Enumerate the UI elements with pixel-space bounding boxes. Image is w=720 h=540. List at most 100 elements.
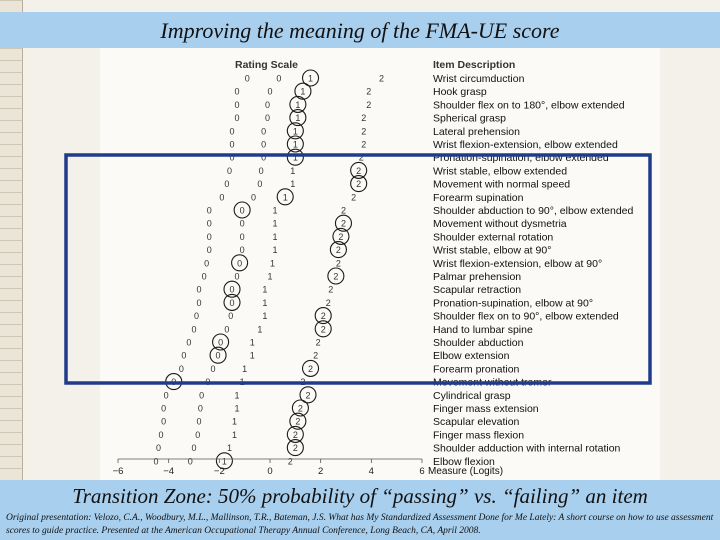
rating-point: 1 bbox=[257, 324, 262, 334]
rating-point: 1 bbox=[293, 153, 298, 163]
item-row: Wrist stable, elbow at 90° 0 0 1 2 bbox=[207, 241, 551, 259]
item-label: Hook grasp bbox=[433, 86, 487, 98]
rating-point: 0 bbox=[259, 166, 264, 176]
rating-point: 0 bbox=[240, 219, 245, 229]
rating-point: 0 bbox=[191, 324, 196, 334]
item-row: Elbow flexion 0 0 1 2 bbox=[153, 452, 495, 470]
rating-point: 0 bbox=[186, 338, 191, 348]
rating-point: 1 bbox=[235, 390, 240, 400]
observed-rating-circle bbox=[334, 214, 353, 232]
item-label: Finger mass extension bbox=[433, 403, 539, 415]
x-tick-label: −6 bbox=[113, 466, 124, 477]
item-label: Pronation-supination, elbow at 90° bbox=[433, 297, 593, 309]
observed-rating-circle bbox=[350, 161, 368, 179]
rating-point: 2 bbox=[359, 153, 364, 163]
item-label: Movement without dysmetria bbox=[433, 218, 567, 230]
item-row: Shoulder flex on to 180°, elbow extended… bbox=[235, 95, 625, 113]
rating-point: 0 bbox=[261, 153, 266, 163]
x-tick-label: 6 bbox=[419, 466, 424, 477]
observed-rating-circle bbox=[329, 241, 347, 259]
rating-point: 0 bbox=[229, 126, 234, 136]
rating-point: 2 bbox=[336, 245, 341, 255]
item-row: Elbow extension 0 0 1 2 bbox=[181, 346, 510, 364]
rating-point: 0 bbox=[237, 258, 242, 268]
transition-zone-box bbox=[64, 153, 652, 385]
rating-point: 1 bbox=[232, 430, 237, 440]
item-label: Wrist flexion-extension, elbow extended bbox=[433, 139, 618, 151]
rating-point: 2 bbox=[356, 179, 361, 189]
item-row: Scapular elevation 0 0 1 2 bbox=[161, 412, 520, 430]
rating-point: 0 bbox=[197, 417, 202, 427]
observed-rating-circle bbox=[327, 267, 345, 285]
rating-point: 2 bbox=[328, 285, 333, 295]
rating-point: 0 bbox=[204, 258, 209, 268]
rating-point: 0 bbox=[229, 140, 234, 150]
rating-point: 0 bbox=[197, 285, 202, 295]
rating-point: 1 bbox=[273, 219, 278, 229]
rating-point: 2 bbox=[298, 404, 303, 414]
rating-point: 1 bbox=[293, 126, 298, 136]
rating-point: 2 bbox=[366, 87, 371, 97]
rating-point: 0 bbox=[235, 272, 240, 282]
rating-point: 2 bbox=[308, 364, 313, 374]
chart-panel bbox=[100, 48, 660, 480]
rating-point: 2 bbox=[336, 258, 341, 268]
observed-rating-circle bbox=[233, 201, 251, 219]
rating-point: 0 bbox=[229, 285, 234, 295]
rating-point: 1 bbox=[290, 179, 295, 189]
rating-point: 2 bbox=[333, 272, 338, 282]
item-row: Finger mass extension 0 0 1 2 bbox=[161, 399, 539, 417]
item-label: Elbow flexion bbox=[433, 456, 495, 468]
item-label: Spherical grasp bbox=[433, 113, 506, 125]
rating-point: 1 bbox=[267, 272, 272, 282]
item-row: Movement without dysmetria 0 0 1 2 bbox=[207, 214, 567, 232]
rating-point: 0 bbox=[159, 430, 164, 440]
rating-point: 0 bbox=[218, 338, 223, 348]
rating-point: 1 bbox=[293, 140, 298, 150]
rating-point: 2 bbox=[379, 74, 384, 84]
item-row: Shoulder abduction 0 0 1 2 bbox=[186, 333, 524, 351]
rating-point: 1 bbox=[273, 245, 278, 255]
rating-point: 1 bbox=[227, 443, 232, 453]
rating-point: 0 bbox=[224, 179, 229, 189]
item-label: Shoulder flex on to 90°, elbow extended bbox=[433, 311, 619, 323]
item-label: Hand to lumbar spine bbox=[433, 324, 533, 336]
rating-point: 2 bbox=[356, 166, 361, 176]
rating-point: 0 bbox=[164, 390, 169, 400]
rating-point: 0 bbox=[257, 179, 262, 189]
rating-point: 2 bbox=[321, 324, 326, 334]
rating-point: 2 bbox=[326, 298, 331, 308]
observed-rating-circle bbox=[301, 359, 320, 377]
rating-point: 0 bbox=[251, 192, 256, 202]
observed-rating-circle bbox=[301, 69, 320, 87]
rating-point: 0 bbox=[210, 364, 215, 374]
rating-point: 1 bbox=[300, 87, 305, 97]
item-row: Finger mass flexion 0 0 1 2 bbox=[159, 425, 524, 443]
rating-point: 0 bbox=[240, 232, 245, 242]
item-label: Shoulder flex on to 180°, elbow extended bbox=[433, 99, 625, 111]
item-label: Shoulder adduction with internal rotatio… bbox=[433, 443, 621, 455]
item-label: Scapular retraction bbox=[433, 284, 521, 296]
rating-point: 2 bbox=[341, 206, 346, 216]
item-label: Palmar prehension bbox=[433, 271, 521, 283]
observed-rating-circle bbox=[286, 148, 304, 166]
left-ruler bbox=[0, 0, 23, 540]
rating-point: 0 bbox=[224, 324, 229, 334]
rating-point: 0 bbox=[219, 192, 224, 202]
rating-point: 1 bbox=[262, 298, 267, 308]
rating-point: 0 bbox=[207, 219, 212, 229]
rating-point: 0 bbox=[181, 351, 186, 361]
item-label: Lateral prehension bbox=[433, 126, 520, 138]
observed-rating-circle bbox=[289, 109, 307, 127]
rating-point: 0 bbox=[197, 298, 202, 308]
observed-rating-circle bbox=[332, 227, 350, 245]
rating-point: 1 bbox=[262, 311, 267, 321]
rating-point: 0 bbox=[265, 113, 270, 123]
rating-point: 0 bbox=[202, 272, 207, 282]
rating-point: 1 bbox=[273, 206, 278, 216]
item-row: Palmar prehension 0 0 1 2 bbox=[202, 267, 521, 285]
observed-rating-circle bbox=[212, 333, 230, 351]
item-row: Shoulder flex on to 90°, elbow extended 0… bbox=[194, 307, 619, 325]
item-row: Shoulder abduction to 90°, elbow extende… bbox=[207, 201, 634, 219]
